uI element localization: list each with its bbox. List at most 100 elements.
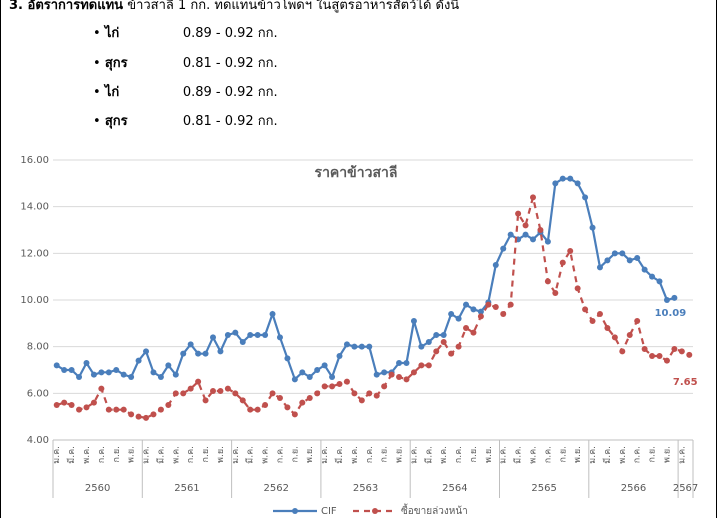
point <box>90 399 97 406</box>
point <box>596 264 603 271</box>
x-tick-label: ก.ย. <box>380 446 390 462</box>
x-tick-label: มี.ค. <box>423 446 434 464</box>
point <box>53 402 60 408</box>
point <box>269 311 276 317</box>
point <box>195 350 202 357</box>
x-tick-label: พ.ค. <box>82 446 92 464</box>
y-tick-label: 14.00 <box>20 202 49 213</box>
point <box>306 395 313 401</box>
point <box>61 367 68 373</box>
point <box>314 367 321 373</box>
point <box>403 376 410 383</box>
point <box>76 406 83 413</box>
point <box>626 332 633 338</box>
point <box>396 374 403 380</box>
point <box>418 343 425 350</box>
x-tick-label: ก.ย. <box>469 446 479 462</box>
point <box>582 194 589 201</box>
x-tick-label: ม.ค. <box>231 446 241 464</box>
x-tick-label: ก.ย. <box>558 446 568 462</box>
point <box>143 348 150 355</box>
point <box>567 248 574 254</box>
point <box>351 343 358 350</box>
point <box>172 390 179 397</box>
bullet: • ไก่ 0.89 - 0.92 กก. <box>93 81 278 102</box>
heading-lead: 3. อัตราการทดแทน <box>9 0 124 13</box>
x-tick-label: ก.ค. <box>97 446 107 463</box>
point <box>336 353 343 359</box>
x-tick-label: พ.ค. <box>618 446 628 464</box>
point <box>239 339 246 345</box>
point <box>515 210 522 217</box>
point <box>202 350 209 357</box>
point <box>113 406 120 413</box>
x-tick-label: ก.ค. <box>543 446 553 463</box>
point <box>649 273 656 280</box>
point <box>224 385 231 392</box>
legend-label: ซื้อขายล่วงหน้า <box>401 503 468 517</box>
y-tick-label: 16.00 <box>20 155 49 166</box>
point <box>574 285 581 292</box>
point <box>157 406 164 413</box>
point <box>217 388 224 394</box>
series-line <box>56 197 690 419</box>
point <box>120 371 127 378</box>
point <box>589 224 596 231</box>
point <box>150 369 157 376</box>
point <box>262 332 269 338</box>
point <box>530 236 536 243</box>
x-tick-label: พ.ย. <box>573 446 583 463</box>
point <box>440 339 447 345</box>
point <box>552 180 559 187</box>
point <box>604 325 611 331</box>
heading-text: ข้าวสาลี 1 กก. ทดแทนข้าวโพดฯ ในสูตรอาหาร… <box>127 0 460 13</box>
point <box>232 390 239 397</box>
x-tick-label: พ.ค. <box>171 446 181 464</box>
point <box>448 350 455 357</box>
bullet-key: สุกร <box>104 114 128 129</box>
point <box>195 378 202 385</box>
point <box>143 414 150 421</box>
point <box>358 343 365 350</box>
bullet-value: 0.81 - 0.92 กก. <box>182 56 278 71</box>
point <box>276 395 283 401</box>
year-label: 2567 <box>673 483 698 494</box>
point <box>596 311 603 317</box>
point <box>232 329 239 336</box>
y-tick-label: 10.00 <box>20 295 49 306</box>
point <box>619 250 626 257</box>
point <box>544 278 551 285</box>
point <box>150 411 157 418</box>
point <box>604 257 611 264</box>
point <box>373 371 380 378</box>
bullet: • สุกร 0.81 - 0.92 กก. <box>93 110 278 131</box>
point <box>329 383 336 390</box>
point <box>180 390 187 397</box>
point <box>656 278 663 285</box>
point <box>552 290 559 296</box>
point <box>202 397 209 404</box>
point <box>663 357 670 364</box>
point <box>187 385 194 392</box>
point <box>83 404 90 411</box>
x-tick-label: มี.ค. <box>334 446 345 464</box>
x-tick-label: มี.ค. <box>155 446 166 464</box>
point <box>425 339 432 345</box>
point <box>98 369 105 376</box>
point <box>321 383 328 390</box>
bullet-key: ไก่ <box>104 85 120 100</box>
point <box>321 362 328 369</box>
point <box>276 334 283 341</box>
point <box>76 374 83 380</box>
point <box>634 255 641 261</box>
bullet-value: 0.89 - 0.92 กก. <box>182 26 278 41</box>
point <box>463 325 470 331</box>
point <box>448 311 455 317</box>
point <box>433 332 440 338</box>
x-tick-label: ก.ย. <box>290 446 300 462</box>
point <box>559 259 566 266</box>
point <box>455 315 462 322</box>
x-tick-label: ม.ค. <box>677 446 687 464</box>
point <box>210 334 216 341</box>
point <box>135 413 142 420</box>
